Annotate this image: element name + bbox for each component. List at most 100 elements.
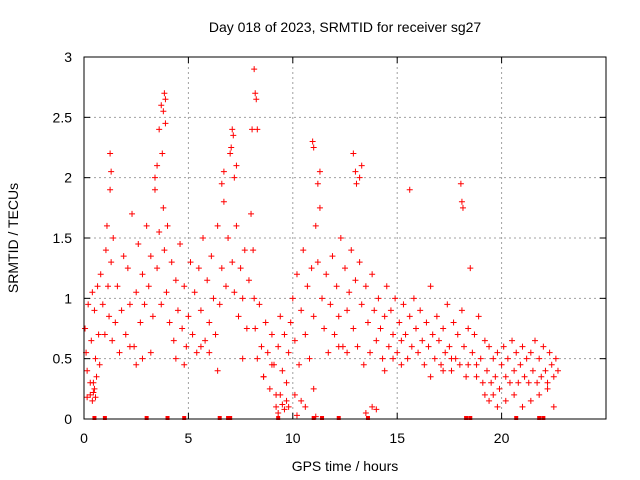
data-point (377, 325, 384, 332)
data-point (404, 355, 411, 362)
data-point (427, 373, 434, 380)
data-point (429, 331, 436, 338)
data-point (106, 313, 113, 320)
data-point (145, 283, 152, 290)
data-point (108, 259, 115, 266)
data-point (233, 162, 240, 169)
data-point (92, 355, 99, 362)
data-point (191, 289, 198, 296)
data-point (335, 343, 342, 350)
data-point (406, 313, 413, 320)
data-point (309, 138, 316, 145)
data-point (412, 325, 419, 332)
data-point (151, 186, 158, 193)
data-point (251, 295, 258, 302)
x-tick-label: 15 (389, 430, 405, 446)
data-point (333, 283, 340, 290)
data-point (220, 168, 227, 175)
data-point (116, 349, 123, 356)
data-point (253, 96, 260, 103)
data-point (94, 283, 101, 290)
data-point (504, 355, 511, 362)
y-tick-label: 2 (64, 170, 72, 186)
data-point (536, 391, 543, 398)
data-point (139, 271, 146, 278)
y-tick-label: 1 (64, 290, 72, 306)
data-point (256, 301, 263, 308)
bottom-marker (537, 416, 542, 420)
data-point (515, 379, 522, 386)
bottom-marker (311, 416, 316, 420)
data-point (513, 349, 520, 356)
data-point (156, 228, 163, 235)
data-point (291, 391, 298, 398)
data-point (461, 343, 468, 350)
data-point (548, 361, 555, 368)
data-point (262, 319, 269, 326)
data-point (475, 313, 482, 320)
data-point (538, 373, 545, 380)
data-point (525, 379, 532, 386)
data-point (306, 355, 313, 362)
data-point (204, 277, 211, 284)
data-point (87, 391, 94, 398)
data-point (373, 406, 380, 413)
data-point (273, 403, 280, 410)
data-point (346, 289, 353, 296)
data-point (469, 349, 476, 356)
data-point (435, 337, 442, 344)
data-point (446, 343, 453, 350)
data-point (172, 355, 179, 362)
data-point (241, 247, 248, 254)
bottom-marker (541, 416, 546, 420)
data-point (398, 337, 405, 344)
data-point (187, 259, 194, 266)
data-point (502, 373, 509, 380)
data-point (206, 319, 213, 326)
data-point (161, 247, 168, 254)
data-point (135, 241, 142, 248)
data-point (488, 379, 495, 386)
data-point (494, 349, 501, 356)
data-point (494, 403, 501, 410)
data-point (481, 391, 488, 398)
data-point (137, 319, 144, 326)
data-point (481, 337, 488, 344)
data-point (302, 331, 309, 338)
data-point (220, 198, 227, 205)
data-point (160, 204, 167, 211)
data-point (122, 331, 129, 338)
data-point (183, 343, 190, 350)
data-point (93, 373, 100, 380)
data-point (350, 150, 357, 157)
x-tick-label: 10 (285, 430, 301, 446)
data-point (379, 355, 386, 362)
data-point (536, 355, 543, 362)
data-point (354, 343, 361, 350)
data-point (252, 90, 259, 97)
bottom-marker (144, 416, 149, 420)
data-point (193, 349, 200, 356)
data-point (275, 343, 282, 350)
data-point (400, 301, 407, 308)
data-point (517, 361, 524, 368)
data-point (337, 235, 344, 241)
data-point (381, 313, 388, 320)
data-point (254, 126, 261, 133)
data-point (342, 265, 348, 272)
data-point (95, 331, 102, 338)
data-point (450, 319, 457, 326)
data-point (120, 253, 127, 260)
data-point (325, 349, 332, 356)
data-point (511, 367, 518, 374)
data-point (302, 403, 309, 410)
bottom-marker (336, 416, 341, 420)
bottom-marker (182, 416, 187, 420)
y-tick-label: 3 (64, 49, 72, 65)
data-point (254, 355, 261, 362)
data-point (352, 168, 359, 175)
data-point (369, 403, 376, 410)
data-point (252, 325, 259, 332)
x-axis-label: GPS time / hours (292, 458, 399, 474)
